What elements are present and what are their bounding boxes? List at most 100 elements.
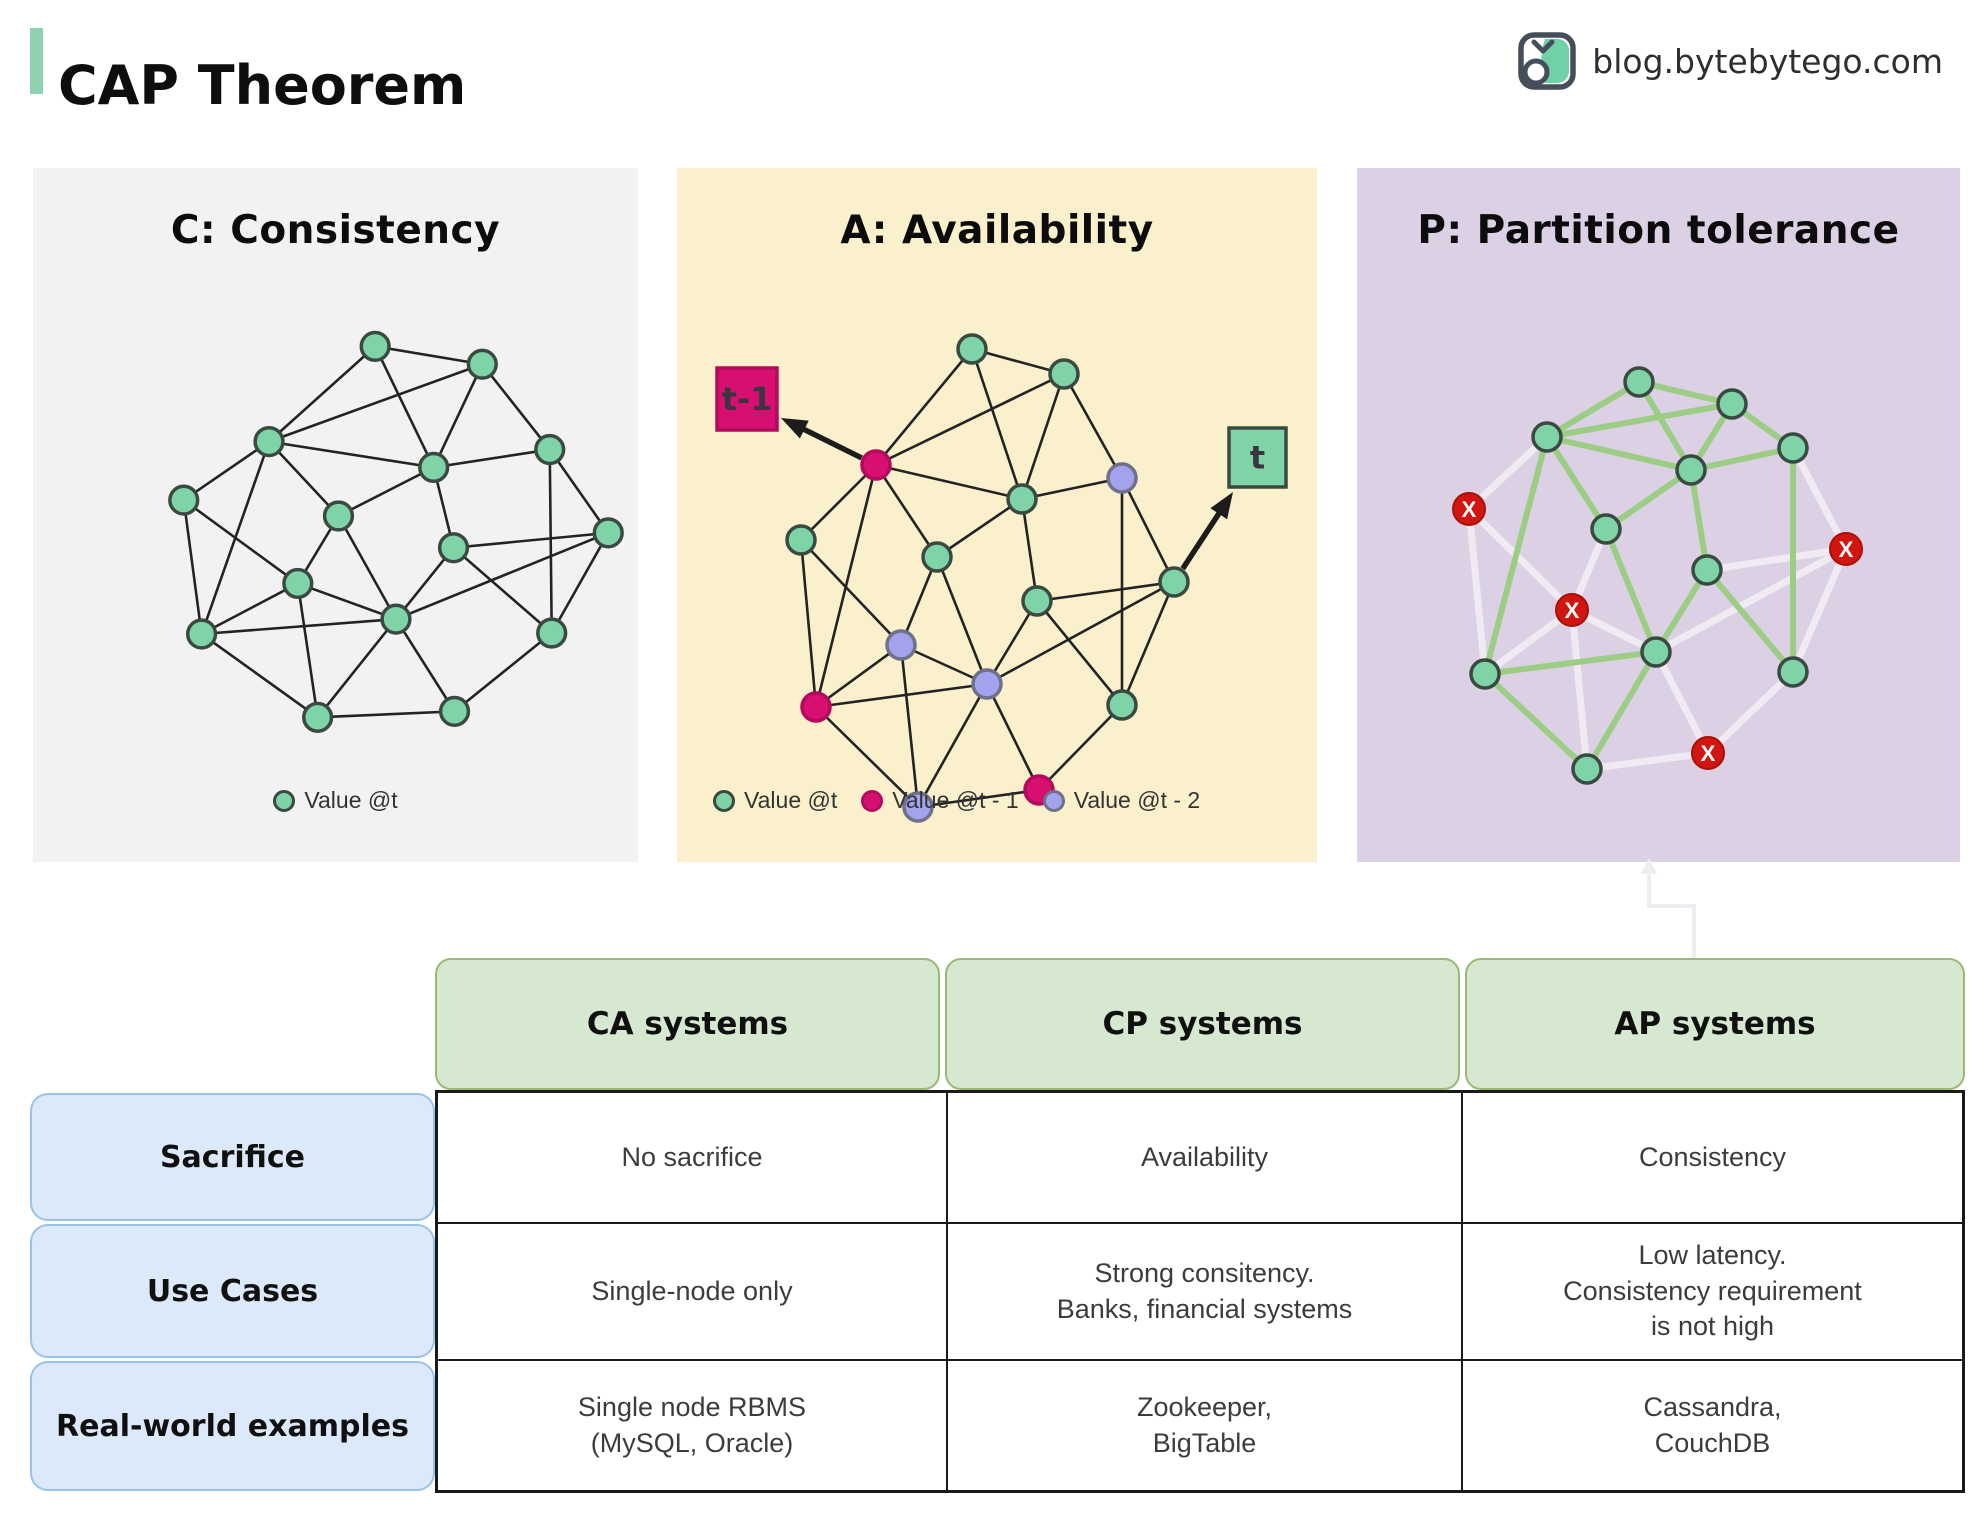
graph-edge [799, 538, 818, 709]
graph-edge [453, 631, 554, 713]
consistency-legend: Value @t [33, 787, 638, 814]
graph-edge [550, 531, 610, 635]
table-column-header-ca: CA systems [435, 958, 940, 1090]
graph-edge [814, 682, 989, 709]
brand-label: blog.bytebytego.com [1592, 41, 1943, 81]
graph-edge [1035, 580, 1176, 603]
failed-node [1452, 492, 1486, 526]
graph-node-green [1106, 689, 1138, 721]
table-cell: Cassandra, CouchDB [1643, 1391, 1782, 1458]
graph-edge [267, 440, 340, 518]
legend-item: Value @t - 2 [1042, 787, 1200, 814]
graph-edge [1583, 749, 1712, 773]
graph-edge [1482, 434, 1550, 677]
graph-node-green [785, 524, 817, 556]
legend-dot-pink [861, 789, 884, 812]
failed-node-x-icon: X [1701, 741, 1716, 766]
graph-edge [200, 617, 398, 636]
graph-edge [452, 546, 554, 635]
graph-edge [548, 448, 554, 635]
graph-edge [874, 347, 974, 467]
graph-node-green [534, 433, 566, 466]
callout-box-t [1227, 426, 1288, 489]
graph-node-green [1021, 585, 1053, 617]
table-cell: Strong consitency. Banks, financial syst… [948, 1224, 1463, 1361]
legend-label: Value @t [744, 787, 838, 813]
callout-arrow [794, 422, 863, 461]
panel-availability-title: A: Availability [840, 208, 1154, 253]
graph-edge [316, 710, 456, 719]
graph-edge [799, 463, 878, 542]
graph-node-green [466, 348, 498, 380]
graph-edge [1688, 445, 1796, 473]
graph-edge [874, 463, 1024, 501]
failed-node [1555, 593, 1589, 627]
graph-node-green [380, 603, 412, 635]
table-cell: Single-node only [438, 1224, 948, 1361]
callout-arrow [1180, 503, 1227, 571]
graph-edge [814, 643, 903, 709]
graph-edge [1544, 434, 1694, 473]
legend-dot-green [273, 789, 296, 812]
graph-node-purple [902, 791, 934, 823]
failed-node-x-icon: X [1462, 497, 1477, 522]
graph-node-green [1590, 513, 1622, 545]
graph-edge [1584, 649, 1659, 772]
graph-edge [1120, 580, 1176, 707]
graph-node-green [1531, 421, 1563, 453]
graph-edge [1037, 703, 1124, 792]
legend-dot-purple [1042, 789, 1065, 812]
graph-edge [373, 345, 435, 469]
graph-node-green [359, 330, 391, 363]
table-row-header-sacrifice: Sacrifice [30, 1093, 435, 1221]
graph-node-purple [1106, 462, 1138, 494]
graph-node-green [1777, 432, 1809, 464]
graph-edge [1544, 434, 1609, 532]
graph-node-green [1571, 753, 1603, 785]
graph-edge [337, 466, 435, 518]
graph-edge [1703, 545, 1850, 574]
failed-node [1829, 532, 1863, 566]
graph-edge [267, 345, 377, 443]
table-cell: Low latency. Consistency requirement is … [1463, 1224, 1962, 1361]
graph-node-green [1777, 656, 1809, 688]
graph-edge [432, 362, 484, 469]
graph-edge [970, 347, 1024, 501]
graph-edge [432, 448, 552, 469]
graph-edge [200, 632, 319, 719]
graph-edge [935, 497, 1024, 559]
graph-node-green [1716, 388, 1748, 420]
legend-item: Value @t [713, 787, 837, 814]
table-cell: Availability [948, 1093, 1463, 1224]
graph-node-green [437, 532, 470, 564]
graph-node-green [1640, 636, 1672, 668]
graph-edge [1789, 444, 1850, 553]
graph-edge [1465, 505, 1576, 614]
callout-box-t-1 [715, 366, 779, 432]
panel-consistency: C: Consistency Value @t [33, 168, 638, 862]
consistency-network-graph [168, 330, 624, 733]
graph-edge [1062, 372, 1124, 480]
callout-label: t-1 [722, 380, 773, 418]
graph-edge [480, 362, 552, 451]
graph-edge [548, 448, 610, 535]
graph-node-green [322, 500, 355, 532]
graph-edge [1481, 606, 1576, 678]
graph-edge [1636, 379, 1735, 407]
graph-node-green [1691, 554, 1723, 586]
graph-edge [1568, 606, 1591, 773]
table-row-header-examples: Real-world examples [30, 1361, 435, 1491]
graph-edge [874, 463, 939, 559]
graph-edge [1035, 599, 1124, 707]
graph-node-green [418, 451, 450, 484]
graph-edge [394, 531, 610, 621]
panel-availability: t-1 t A: Availability Value @t Value @t - … [677, 168, 1317, 862]
graph-edge [1020, 372, 1066, 501]
graph-node-pink [860, 449, 892, 481]
table-column-header-ap: AP systems [1465, 958, 1965, 1090]
graph-edge [874, 372, 1066, 467]
graph-node-pink [800, 691, 832, 723]
graph-edge [1465, 433, 1551, 513]
graph-edge [1688, 467, 1710, 573]
availability-legend: Value @t Value @t - 1 Value @t - 2 [677, 787, 1317, 814]
